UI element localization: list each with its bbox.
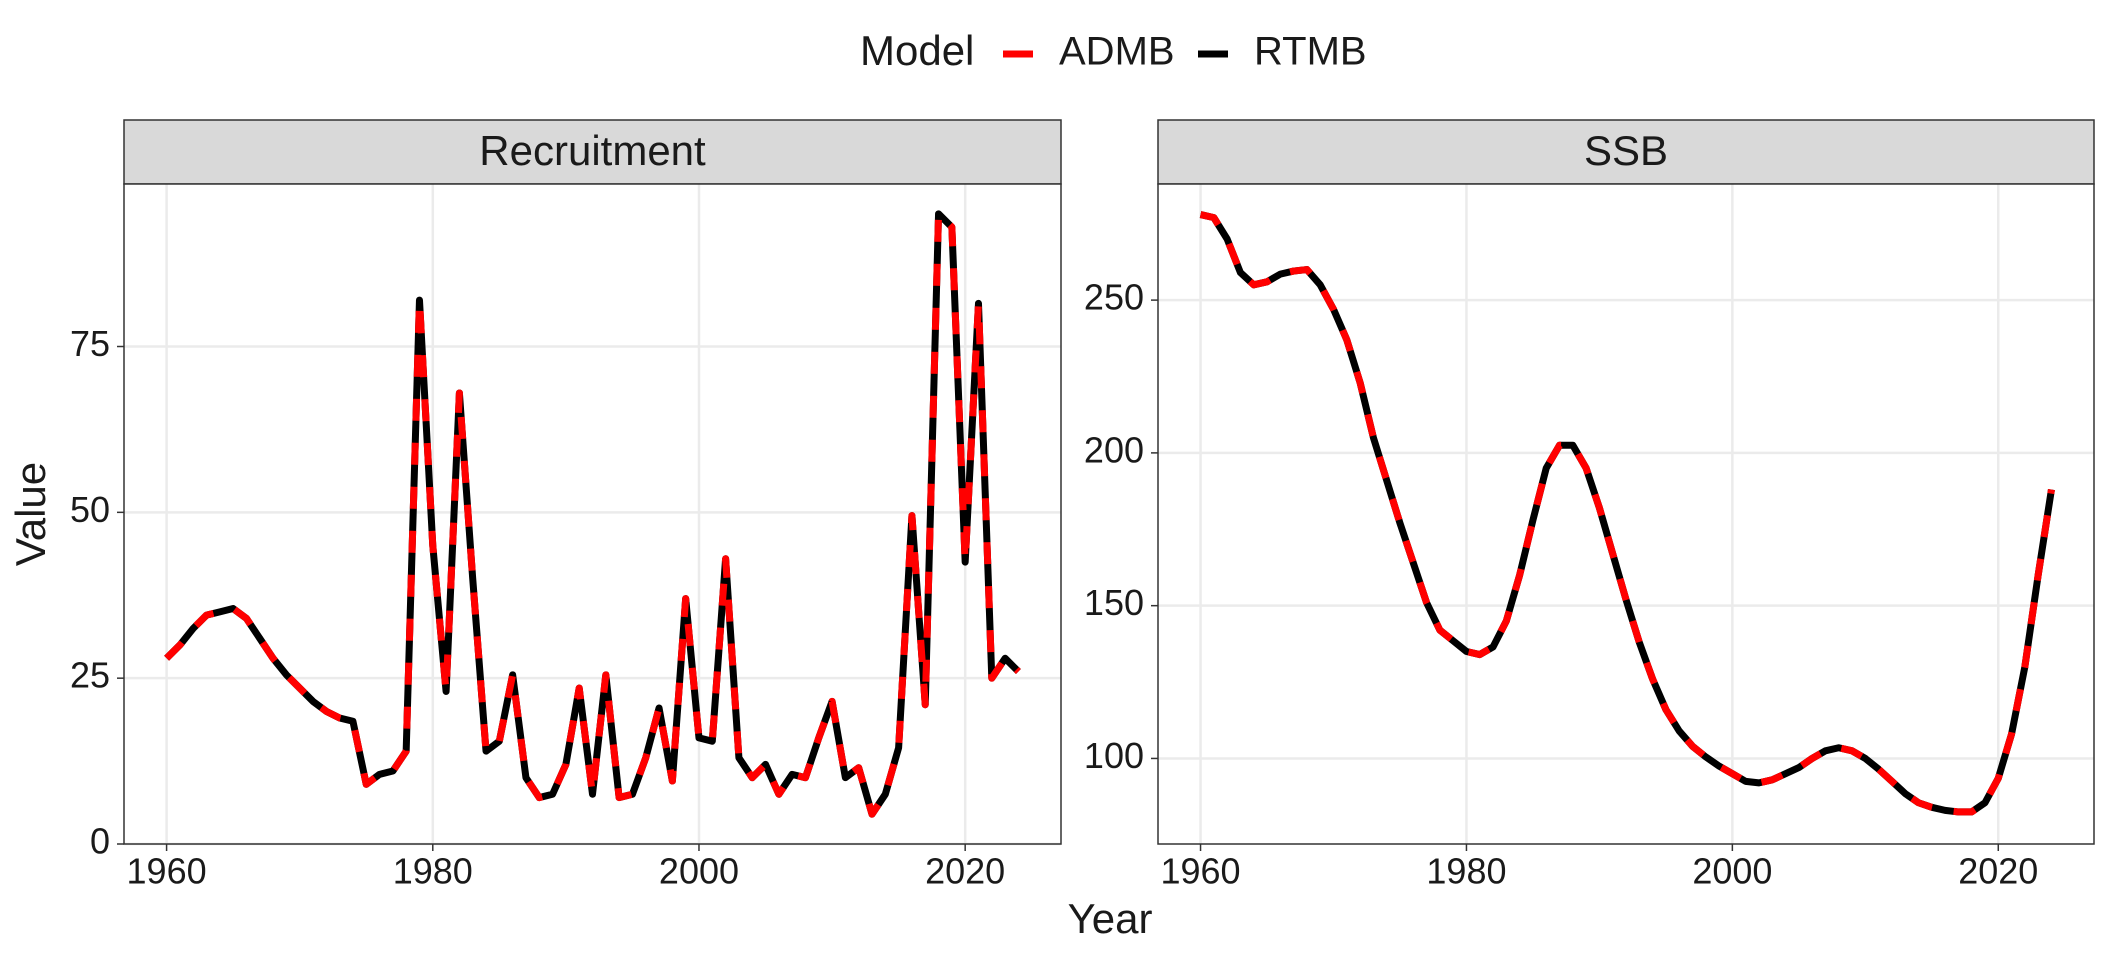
x-tick-label: 1980 <box>393 851 473 892</box>
legend-label: ADMB <box>1059 30 1175 74</box>
x-tick-label: 1960 <box>1160 851 1240 892</box>
y-tick-label: 0 <box>90 821 110 862</box>
y-tick-label: 150 <box>1084 582 1144 623</box>
plot-area <box>1158 184 2094 844</box>
x-tick-label: 2020 <box>1958 851 2038 892</box>
x-tick-label: 2000 <box>1692 851 1772 892</box>
y-tick-label: 25 <box>70 655 110 696</box>
series-line <box>1199 211 2055 816</box>
strip <box>1157 119 2095 185</box>
y-tick-label: 50 <box>70 489 110 530</box>
x-tick-label: 2020 <box>925 851 1005 892</box>
legend-label: RTMB <box>1254 30 1367 74</box>
x-tick-label: 1960 <box>127 851 207 892</box>
legend-title: Model <box>860 27 974 74</box>
plot-area <box>124 184 1061 844</box>
panel-title: Recruitment <box>479 127 706 174</box>
y-tick-label: 75 <box>70 323 110 364</box>
panel-title: SSB <box>1584 127 1668 174</box>
strip <box>123 119 1062 185</box>
x-axis-title: Year <box>1068 895 1153 942</box>
y-axis-title: Value <box>7 462 54 566</box>
y-tick-label: 250 <box>1084 277 1144 318</box>
panel-border <box>1157 183 2095 845</box>
y-tick-label: 200 <box>1084 429 1144 470</box>
series-line <box>164 210 1021 818</box>
x-tick-label: 1980 <box>1426 851 1506 892</box>
y-tick-label: 100 <box>1084 735 1144 776</box>
panel-border <box>123 183 1062 845</box>
x-tick-label: 2000 <box>659 851 739 892</box>
